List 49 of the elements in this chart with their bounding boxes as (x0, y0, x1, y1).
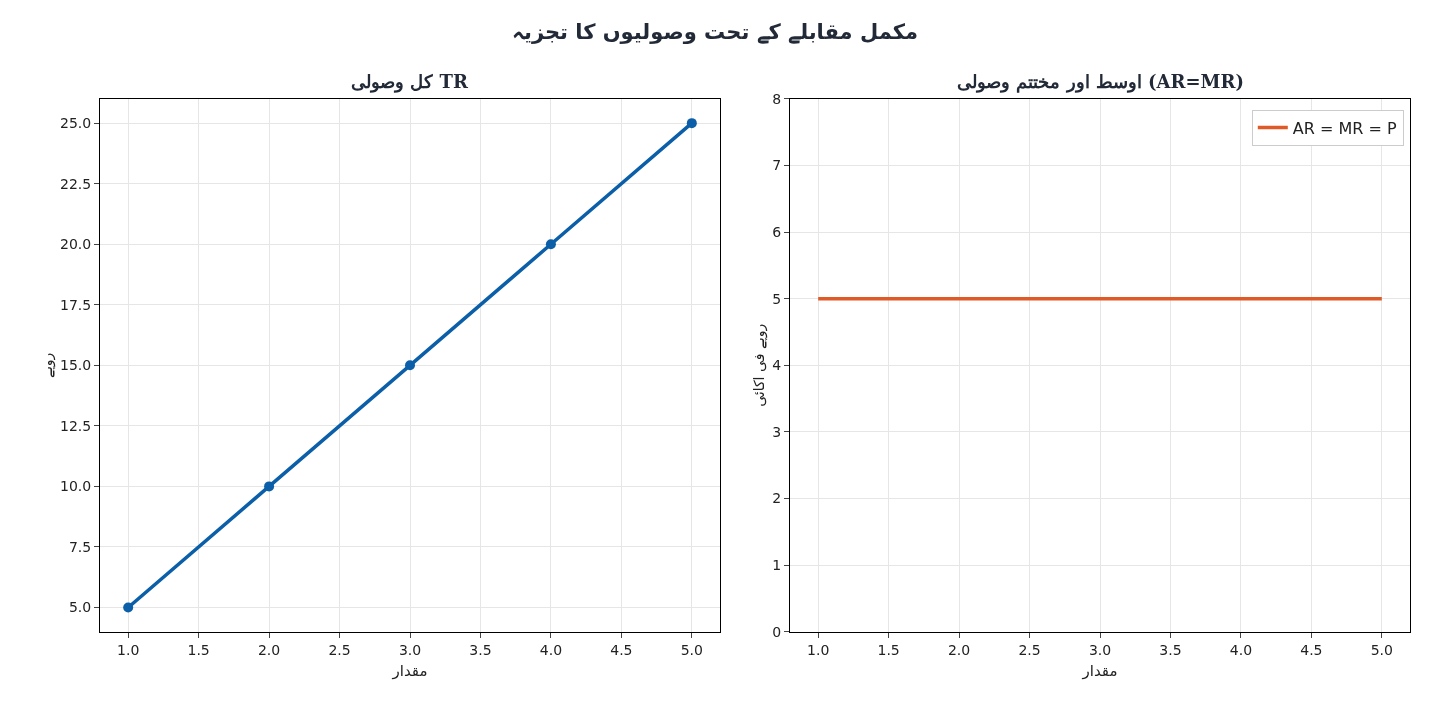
y-tick-label: 15.0 (60, 357, 92, 374)
x-tick-label: 1.0 (117, 641, 140, 658)
x-tick-label: 4.5 (1300, 641, 1323, 658)
x-tick-label: 3.0 (398, 641, 422, 658)
x-tick-label: 3.0 (1088, 641, 1112, 658)
y-tick-label: 8 (772, 90, 782, 107)
y-tick-label: 2 (772, 490, 782, 507)
y-axis-title: روپے فی اکائی (750, 323, 768, 407)
text: مکمل مقابلے کے تحت وصولیوں کا تجزیہ (512, 20, 918, 44)
y-axis-title: روپے (38, 352, 56, 379)
x-tick-label: 5.0 (1370, 641, 1393, 658)
x-tick-label: 1.5 (187, 641, 210, 658)
y-tick-label: 25.0 (60, 115, 92, 132)
x-axis-title: مقدار (1081, 661, 1118, 680)
point (686, 118, 697, 129)
legend-label: AR = MR = P (1292, 118, 1397, 138)
y-tick-label: 20.0 (60, 236, 92, 253)
y-tick-label: 0 (772, 623, 782, 640)
x-axis-title: مقدار (391, 661, 428, 680)
x-tick-label: 1.5 (877, 641, 900, 658)
y-tick-label: 3 (772, 423, 782, 440)
x-tick-label: 4.0 (539, 641, 563, 658)
chart-title: کل وصولی TR (351, 71, 469, 93)
y-tick-label: 4 (772, 357, 782, 374)
point (405, 360, 415, 371)
x-tick-label: 1.0 (807, 641, 830, 658)
x-tick-label: 4.5 (610, 641, 633, 658)
y-tick-label: 7 (772, 157, 782, 174)
x-tick-label: 5.0 (680, 641, 703, 658)
x-tick-label: 2.5 (1018, 641, 1041, 658)
y-tick-label: 6 (772, 224, 782, 241)
y-tick-label: 1 (772, 557, 782, 574)
y-tick-label: 7.5 (68, 538, 92, 555)
point (123, 602, 134, 613)
x-tick-label: 2.0 (257, 641, 281, 658)
x-tick-label: 3.5 (1159, 641, 1182, 658)
y-tick-label: 12.5 (60, 417, 92, 434)
y-tick-label: 5.0 (68, 599, 92, 616)
y-tick-label: 10.0 (60, 478, 92, 495)
x-tick-label: 2.5 (328, 641, 351, 658)
x-tick-label: 4.0 (1229, 641, 1253, 658)
y-tick-label: 5 (772, 290, 782, 307)
x-tick-label: 3.5 (469, 641, 492, 658)
x-tick-label: 2.0 (947, 641, 971, 658)
point (545, 239, 556, 250)
point (264, 481, 275, 492)
chart-title: اوسط اور مختتم وصولی (AR=MR) (957, 71, 1245, 93)
y-tick-label: 17.5 (60, 296, 92, 313)
y-tick-label: 22.5 (60, 175, 92, 192)
